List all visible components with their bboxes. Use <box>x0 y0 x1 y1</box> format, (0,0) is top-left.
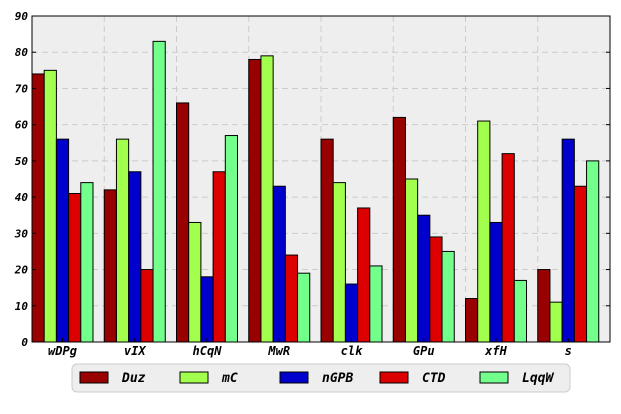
bar-mC-vIX <box>115 138 130 343</box>
bar-CTD-xfH <box>501 153 515 343</box>
bar-nGPB-GPu <box>417 214 431 343</box>
bar-nGPB-clk <box>344 283 359 343</box>
bar-LqqW-wDPg <box>80 182 94 343</box>
bar-CTD-s <box>573 185 588 343</box>
bar-Duz-GPu <box>392 116 406 343</box>
legend-swatch-nGPB <box>279 371 309 384</box>
x-tick-label: GPu <box>413 344 435 358</box>
legend-label-mC: mC <box>221 371 238 386</box>
x-tick-label: wDPg <box>48 344 77 358</box>
y-tick-label: 50 <box>15 155 29 168</box>
y-tick-label: 90 <box>15 10 29 23</box>
bar-LqqW-vIX <box>152 40 166 343</box>
bar-mC-MwR <box>260 55 274 343</box>
bar-Duz-hCqN <box>176 102 190 343</box>
legend: Duz mC nGPB CTD LqqW <box>71 363 571 393</box>
bar-Duz-s <box>537 269 551 343</box>
y-tick-label: 80 <box>15 46 29 59</box>
bar-LqqW-clk <box>369 265 383 343</box>
x-tick-label: xfH <box>484 344 507 358</box>
y-tick-label: 10 <box>15 300 29 313</box>
legend-label-CTD: CTD <box>422 371 446 386</box>
legend-label-Duz: Duz <box>121 371 146 386</box>
legend-swatch-mC <box>179 371 209 384</box>
y-tick-label: 70 <box>15 82 29 95</box>
x-tick-label: clk <box>341 344 363 358</box>
legend-swatch-CTD <box>379 371 409 384</box>
x-tick-label: vIX <box>124 344 146 358</box>
y-axis: 0 10 20 30 40 50 60 70 80 90 <box>14 10 610 349</box>
bar-CTD-hCqN <box>212 171 226 343</box>
bar-nGPB-wDPg <box>55 138 70 343</box>
bar-LqqW-MwR <box>297 272 311 343</box>
bar-CTD-MwR <box>284 254 299 343</box>
bar-LqqW-GPu <box>441 250 455 343</box>
bar-CTD-vIX <box>140 269 154 343</box>
x-tick-label: MwR <box>267 344 290 358</box>
y-tick-label: 60 <box>15 119 29 132</box>
y-tick-label: 20 <box>14 264 29 277</box>
x-tick-label: s <box>565 344 572 358</box>
bar-Duz-xfH <box>465 298 479 343</box>
bar-Duz-wDPg <box>31 73 45 343</box>
bar-LqqW-xfH <box>513 279 527 343</box>
bar-mC-wDPg <box>43 69 57 343</box>
bar-Duz-vIX <box>103 189 117 343</box>
bar-nGPB-xfH <box>489 221 503 343</box>
legend-swatch-LqqW <box>479 371 509 384</box>
plot-frame <box>31 15 611 343</box>
bar-nGPB-vIX <box>128 171 142 343</box>
legend-box <box>71 363 571 393</box>
bar-mC-clk <box>332 182 346 343</box>
bar-mC-s <box>549 301 563 343</box>
bar-CTD-GPu <box>429 236 443 343</box>
bar-CTD-clk <box>357 207 371 343</box>
legend-swatch-Duz <box>79 371 109 384</box>
bar-LqqW-s <box>586 160 600 343</box>
bar-mC-hCqN <box>188 221 202 343</box>
bar-nGPB-hCqN <box>200 276 214 343</box>
y-tick-label: 30 <box>14 227 29 240</box>
legend-label-LqqW: LqqW <box>522 371 554 386</box>
bar-LqqW-hCqN <box>224 135 239 343</box>
y-tick-label: 0 <box>21 336 28 349</box>
bar-Duz-MwR <box>248 58 262 343</box>
bar-nGPB-MwR <box>272 185 286 343</box>
bar-mC-GPu <box>404 178 419 343</box>
legend-label-nGPB: nGPB <box>322 371 353 386</box>
bar-nGPB-s <box>561 138 575 343</box>
bar-mC-xfH <box>477 120 491 343</box>
bars-group <box>31 40 600 343</box>
x-axis: wDPg vIX hCqN MwR clk GPu xfH s <box>48 338 572 358</box>
bar-CTD-wDPg <box>68 192 82 343</box>
x-tick-label: hCqN <box>193 344 223 358</box>
y-tick-label: 40 <box>15 191 29 204</box>
bar-Duz-clk <box>320 138 334 343</box>
